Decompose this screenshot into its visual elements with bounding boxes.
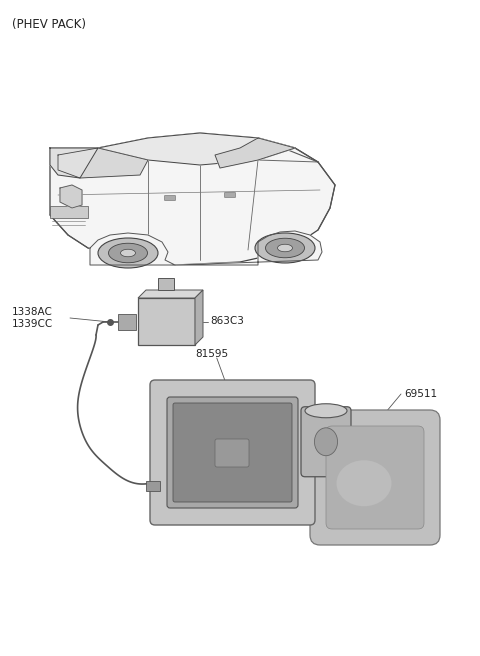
Ellipse shape	[255, 233, 315, 263]
FancyBboxPatch shape	[215, 439, 249, 467]
Polygon shape	[60, 185, 82, 208]
Polygon shape	[98, 133, 295, 165]
Ellipse shape	[120, 249, 135, 256]
Ellipse shape	[305, 403, 347, 418]
Bar	[158, 278, 174, 290]
Polygon shape	[138, 290, 203, 298]
Text: 863C3: 863C3	[210, 316, 244, 327]
Text: 69511: 69511	[404, 389, 437, 399]
Ellipse shape	[98, 238, 158, 268]
Text: (PHEV PACK): (PHEV PACK)	[12, 18, 86, 31]
FancyBboxPatch shape	[310, 410, 440, 545]
FancyBboxPatch shape	[138, 298, 195, 345]
FancyBboxPatch shape	[167, 397, 298, 508]
Polygon shape	[175, 231, 322, 265]
Ellipse shape	[314, 428, 337, 456]
Ellipse shape	[265, 238, 304, 258]
Polygon shape	[50, 148, 98, 178]
FancyBboxPatch shape	[301, 407, 351, 477]
Polygon shape	[195, 290, 203, 345]
Polygon shape	[90, 233, 175, 265]
FancyBboxPatch shape	[165, 195, 176, 201]
Bar	[118, 314, 136, 330]
Text: 1338AC
1339CC: 1338AC 1339CC	[12, 307, 53, 329]
Text: 81595: 81595	[195, 349, 228, 359]
Bar	[50, 206, 88, 218]
Ellipse shape	[336, 461, 392, 506]
FancyBboxPatch shape	[173, 403, 292, 502]
Polygon shape	[215, 138, 295, 168]
FancyBboxPatch shape	[225, 192, 236, 197]
Polygon shape	[58, 148, 148, 178]
FancyBboxPatch shape	[326, 426, 424, 529]
Polygon shape	[50, 133, 335, 265]
Ellipse shape	[108, 243, 147, 263]
Bar	[146, 481, 160, 491]
FancyBboxPatch shape	[150, 380, 315, 525]
Ellipse shape	[277, 244, 292, 252]
